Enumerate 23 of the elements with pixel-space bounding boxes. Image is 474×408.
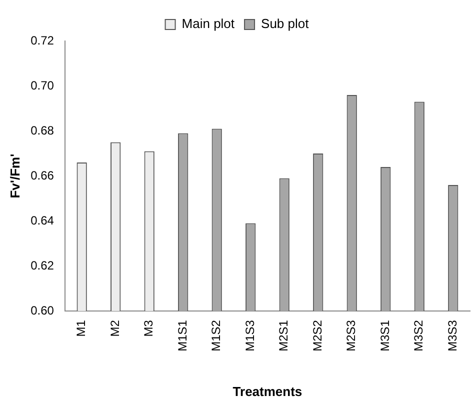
x-tick-label: M2S1 xyxy=(276,320,291,352)
y-tick-label: 0.66 xyxy=(30,168,54,182)
x-axis-title: Treatments xyxy=(232,384,302,399)
x-tick-label: M2 xyxy=(108,320,122,337)
x-tick-label: M3S3 xyxy=(445,320,460,352)
legend-label: Main plot xyxy=(182,16,235,32)
y-axis-title: Fv'/Fm' xyxy=(7,154,22,198)
x-tick-label: M1S2 xyxy=(209,320,224,352)
y-tick-label: 0.62 xyxy=(30,258,54,272)
y-tick-label: 0.60 xyxy=(30,303,54,318)
x-tick-label: M3 xyxy=(142,320,156,337)
y-tick-label: 0.72 xyxy=(30,33,54,48)
x-tick-label: M1S3 xyxy=(242,320,257,352)
x-tick-label: M1S1 xyxy=(175,320,190,352)
x-tick-label: M2S2 xyxy=(310,320,324,352)
y-tick-label: 0.64 xyxy=(30,213,54,228)
y-tick-label: 0.70 xyxy=(30,78,54,92)
x-tick-label: M1 xyxy=(74,320,88,337)
x-tick-label: M2S3 xyxy=(344,320,358,352)
legend-label: Sub plot xyxy=(261,16,310,32)
x-tick-label: M3S1 xyxy=(378,320,392,352)
x-tick-label: M3S2 xyxy=(412,320,426,352)
y-tick-label: 0.68 xyxy=(30,123,54,138)
